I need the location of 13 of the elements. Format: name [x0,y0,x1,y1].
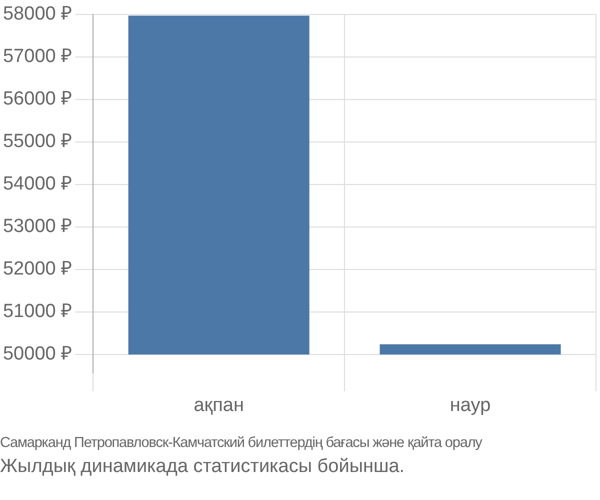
y-tick-label: 51000 ₽ [2,301,72,322]
y-tick-label: 50000 ₽ [2,344,72,365]
y-tick-label: 56000 ₽ [2,88,72,110]
y-tick-label: 54000 ₽ [2,174,72,195]
x-tick-label: наур [450,394,491,416]
y-tick-label: 53000 ₽ [2,216,72,238]
text: Жылдық динамикада статистикасы бойынша. [0,455,406,479]
text: Самарканд Петропавловск-Камчатский билеттердің бағасы және қайта оралу [0,434,484,453]
y-tick-label: 52000 ₽ [2,258,72,280]
y-tick-label: 55000 ₽ [2,131,72,152]
y-tick-label: 58000 ₽ [2,4,72,25]
x-tick-label: ақпан [194,394,244,416]
y-tick-label: 57000 ₽ [2,46,72,68]
